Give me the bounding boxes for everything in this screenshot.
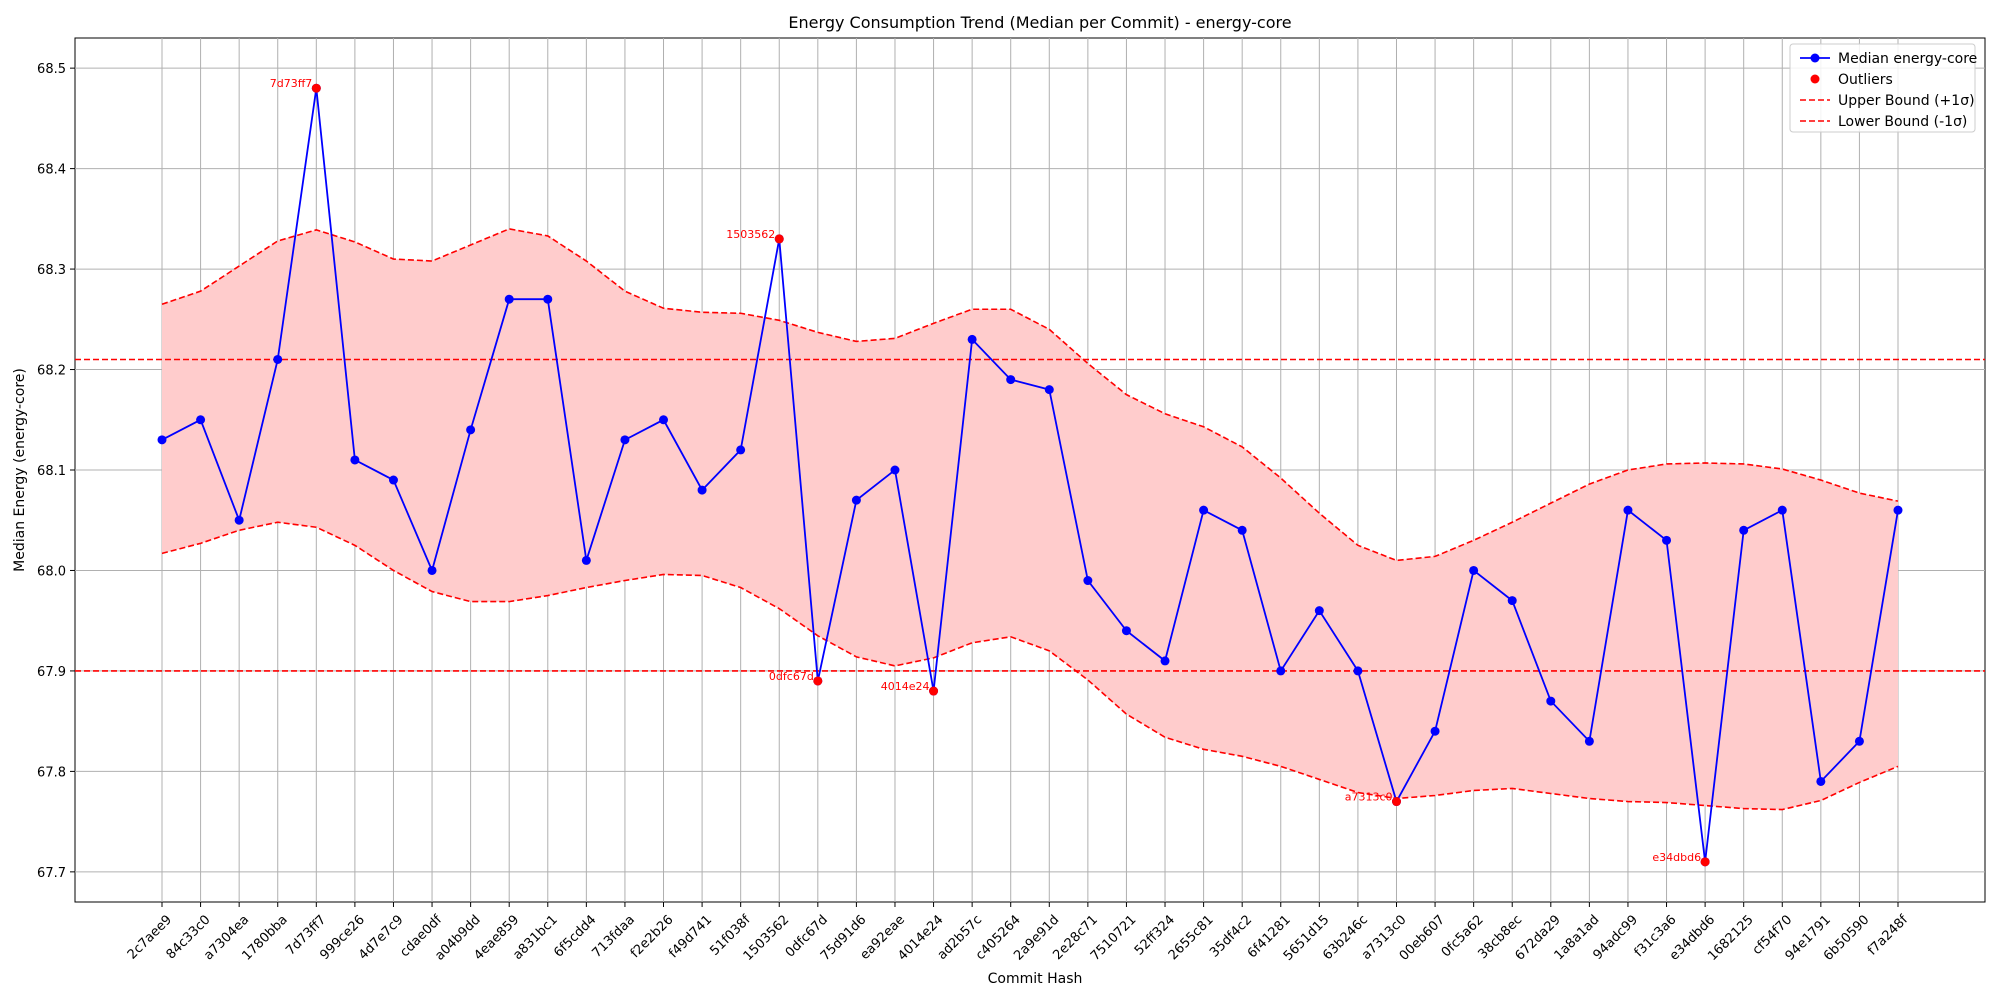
median-point — [1237, 525, 1247, 535]
y-tick-label: 68.5 — [37, 62, 66, 77]
legend-box — [1789, 43, 1976, 133]
median-point — [543, 294, 553, 304]
outlier-point — [1391, 797, 1401, 807]
median-point — [1854, 736, 1864, 746]
upper-bound-line — [161, 228, 1899, 562]
outlier-label: 0dfc67d — [769, 670, 814, 683]
outlier-label: 1503562 — [726, 228, 775, 241]
outlier-point — [311, 83, 321, 93]
outlier-point — [1700, 857, 1710, 867]
legend-label: Upper Bound (+1σ) — [1838, 93, 1975, 109]
median-point — [1006, 375, 1016, 385]
median-point — [1353, 666, 1363, 676]
median-point — [890, 465, 900, 475]
median-point — [1739, 525, 1749, 535]
median-point — [620, 435, 630, 445]
y-tick-label: 67.7 — [37, 866, 66, 881]
outlier-label: a7313c0 — [1345, 791, 1393, 804]
outlier-label: 7d73ff7 — [270, 77, 313, 90]
chart-title: Energy Consumption Trend (Median per Com… — [788, 13, 1291, 32]
y-tick-label: 68.3 — [37, 263, 66, 278]
median-point — [273, 354, 283, 364]
y-axis-label: Median Energy (energy-core) — [12, 368, 28, 572]
median-point — [427, 565, 437, 575]
median-point — [466, 425, 476, 435]
median-point — [1199, 505, 1209, 515]
legend-label: Lower Bound (-1σ) — [1838, 114, 1967, 130]
y-tick-label: 68.0 — [37, 564, 66, 579]
outlier-point — [813, 676, 823, 686]
y-tick-label: 67.8 — [37, 765, 66, 780]
median-point — [388, 475, 398, 485]
sigma-band — [162, 228, 1898, 810]
y-tick-label: 68.4 — [37, 163, 66, 178]
y-tick-label: 68.1 — [37, 464, 66, 479]
median-point — [350, 455, 360, 465]
median-line — [161, 88, 1899, 862]
median-point — [234, 515, 244, 525]
median-point — [1276, 666, 1286, 676]
legend-swatch-marker — [1810, 53, 1820, 63]
x-axis-label: Commit Hash — [988, 971, 1083, 987]
median-point — [1469, 565, 1479, 575]
median-point — [196, 415, 206, 425]
median-point — [504, 294, 514, 304]
median-point — [1121, 626, 1131, 636]
median-point — [1662, 535, 1672, 545]
median-point — [1430, 726, 1440, 736]
legend-label: Median energy-core — [1838, 51, 1977, 67]
median-point — [1083, 576, 1093, 586]
x-tick-label: f49d741 — [666, 912, 715, 961]
x-tick-label: f7a248f — [1865, 912, 1911, 958]
median-point — [157, 435, 167, 445]
median-point — [1160, 656, 1170, 666]
median-point — [581, 555, 591, 565]
y-tick-label: 68.2 — [37, 364, 66, 379]
plot-area: 2c7aee984c33c0a7304ea1780bba7d73ff7999ce… — [37, 37, 1986, 964]
median-point — [1314, 606, 1324, 616]
median-point — [1044, 385, 1054, 395]
legend-swatch-marker — [1810, 74, 1820, 84]
median-point — [1623, 505, 1633, 515]
median-point — [1816, 776, 1826, 786]
lower-bound-line — [161, 521, 1899, 811]
median-point — [736, 445, 746, 455]
median-point — [1584, 736, 1594, 746]
y-tick-label: 67.9 — [37, 665, 66, 680]
median-point — [1546, 696, 1556, 706]
median-point — [1893, 505, 1903, 515]
outlier-label: e34dbd6 — [1652, 851, 1701, 864]
median-point — [851, 495, 861, 505]
legend: Median energy-core Outliers Upper Bound (+… — [1789, 43, 1977, 133]
median-point — [659, 415, 669, 425]
median-point — [967, 334, 977, 344]
median-point — [1777, 505, 1787, 515]
median-point — [697, 485, 707, 495]
outlier-point — [929, 686, 939, 696]
legend-label: Outliers — [1838, 72, 1893, 88]
median-point — [1507, 596, 1517, 606]
outlier-point — [774, 234, 784, 244]
outlier-label: 4014e24 — [881, 680, 930, 693]
